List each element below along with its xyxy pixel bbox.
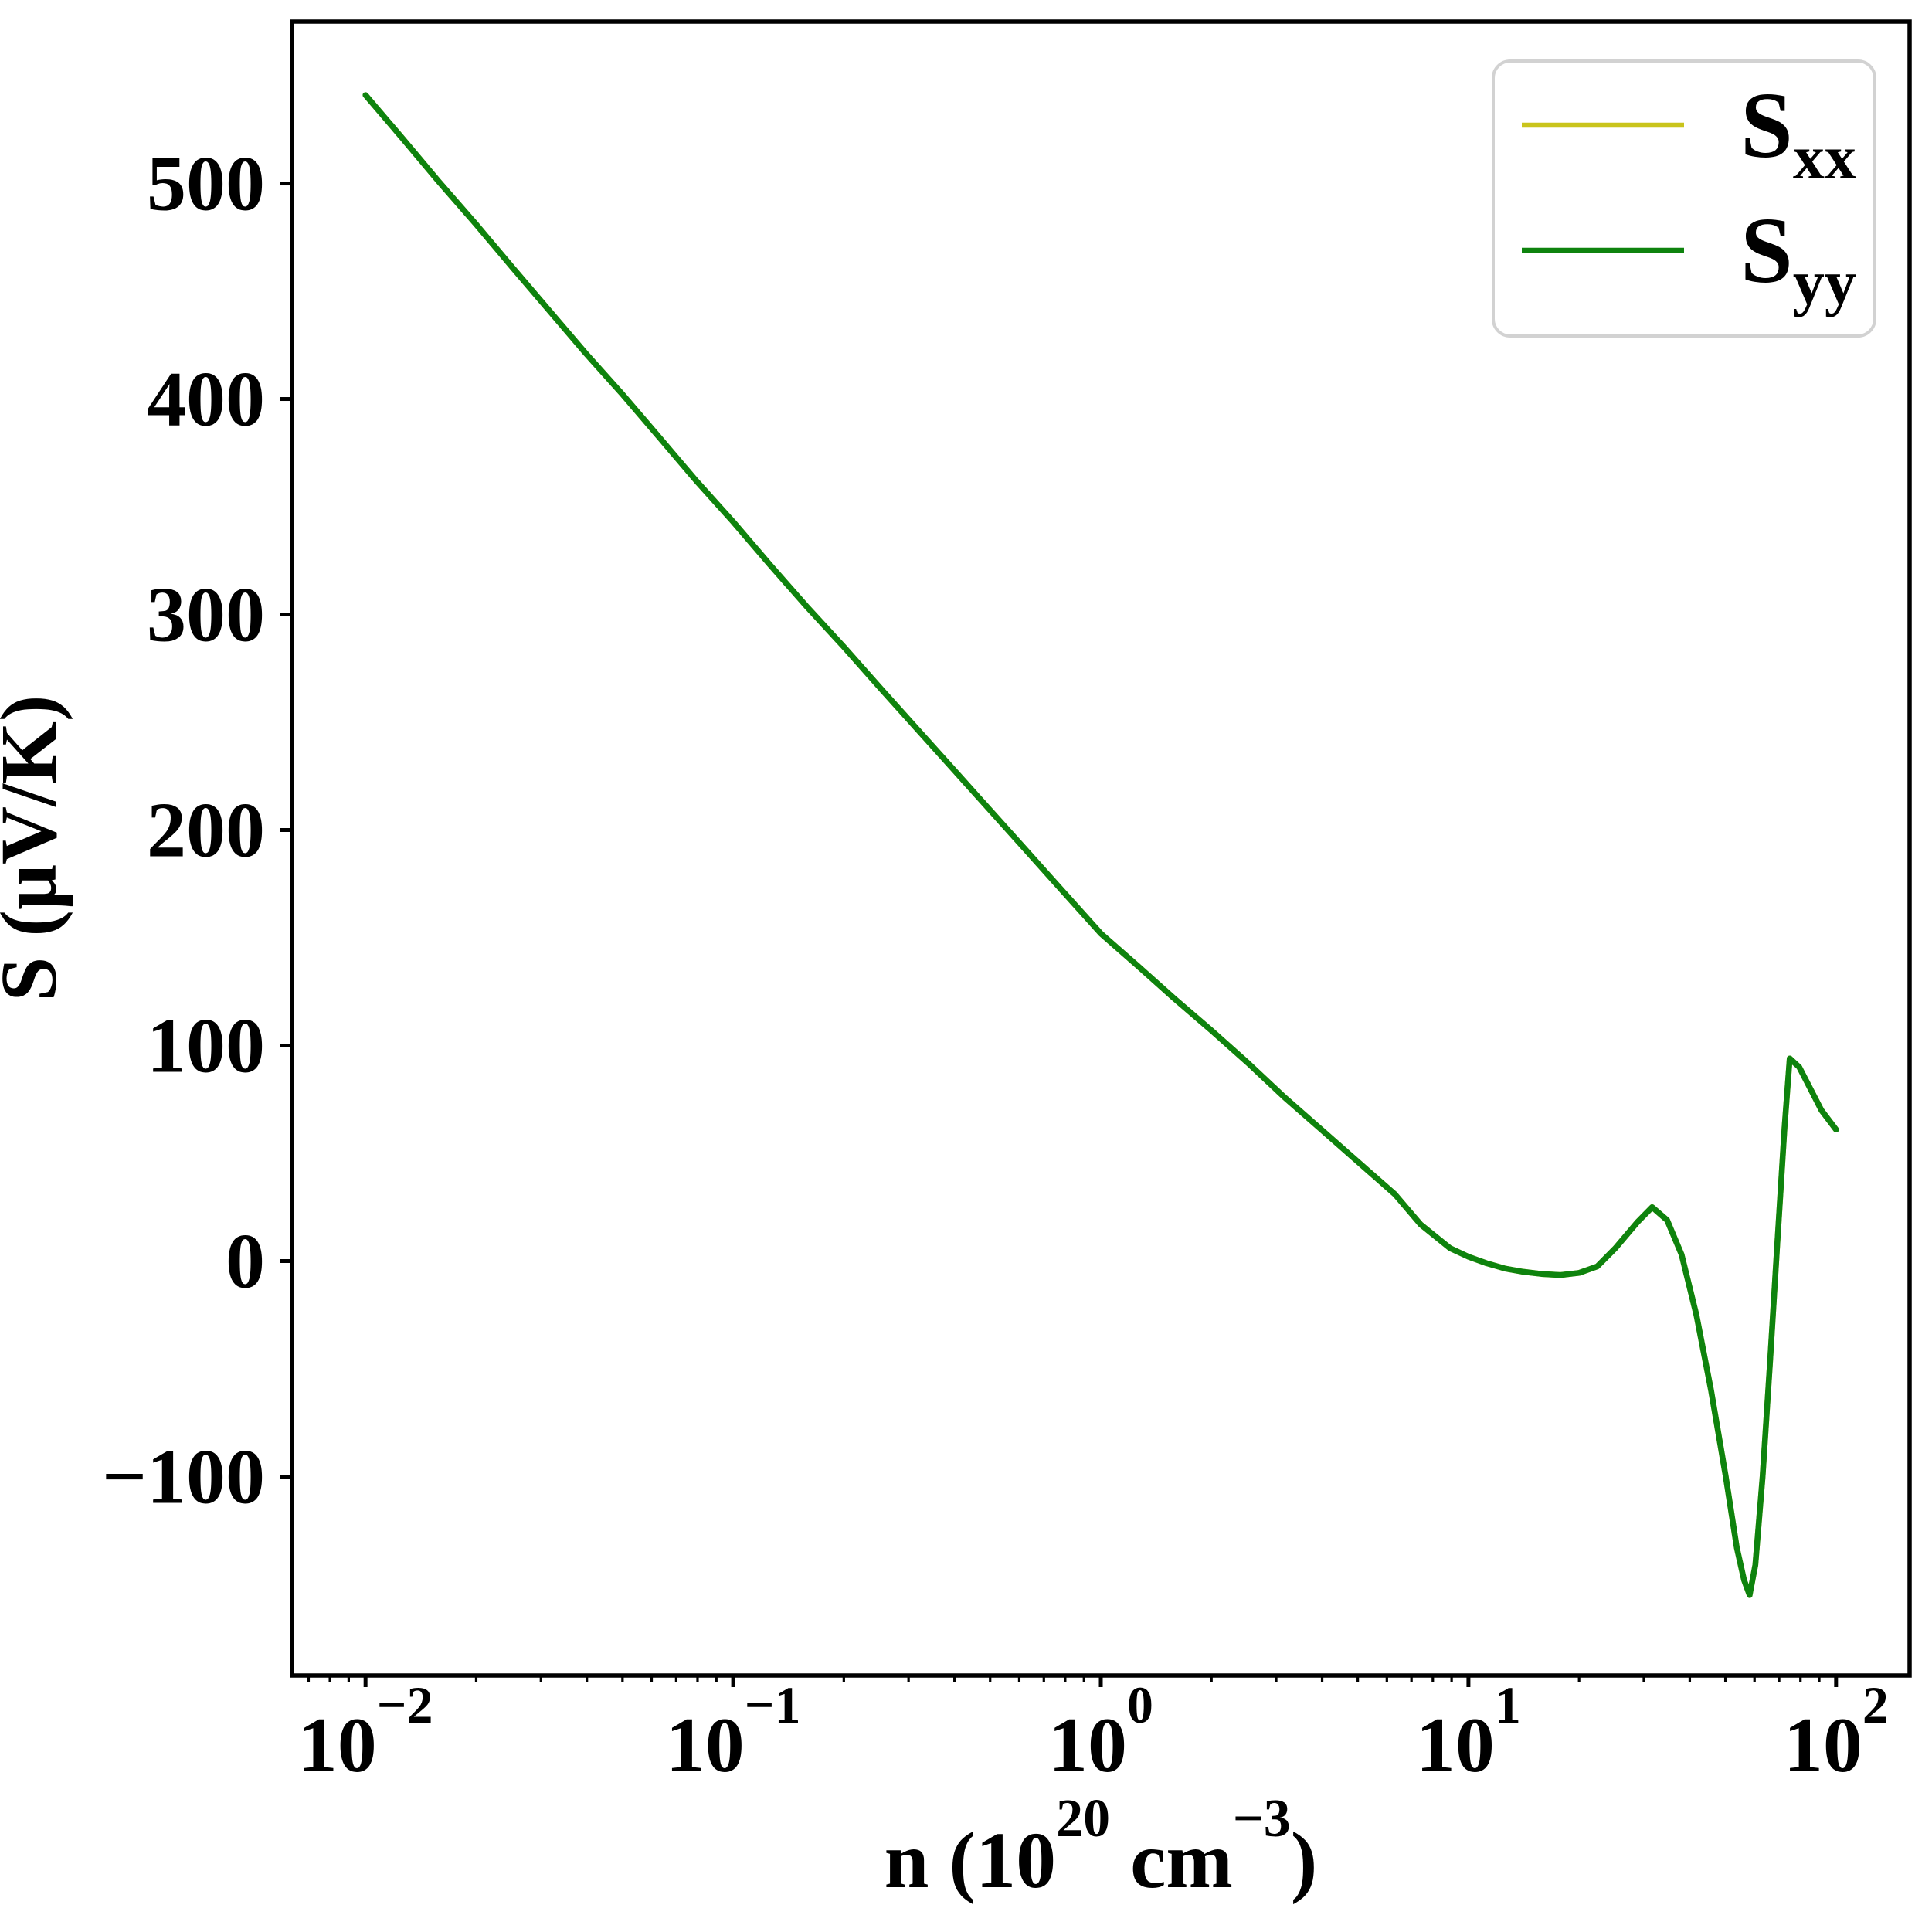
y-tick-label: −100 bbox=[102, 1433, 265, 1520]
legend-label-syy-sub: yy bbox=[1793, 247, 1856, 317]
y-tick-label: 500 bbox=[147, 141, 265, 228]
curve-S_yy bbox=[362, 92, 1839, 1598]
legend-label-sxx-main: S bbox=[1740, 73, 1793, 178]
x-axis-label-post: ) bbox=[1291, 1816, 1318, 1905]
legend-box bbox=[1492, 59, 1876, 338]
x-tick-label: 100 bbox=[1048, 1675, 1153, 1789]
x-tick-label-base: 10 bbox=[1416, 1702, 1495, 1789]
y-tick-label: 400 bbox=[147, 356, 265, 443]
x-axis-label: n (1020 cm−3) bbox=[885, 1789, 1318, 1905]
legend: Sxx Syy bbox=[1492, 59, 1876, 338]
curves-layer bbox=[362, 92, 1839, 1598]
legend-label-syy: Syy bbox=[1740, 199, 1856, 317]
y-tick-label: 100 bbox=[147, 1003, 265, 1090]
x-tick-label: 10−2 bbox=[298, 1675, 433, 1789]
x-tick-label-exp: 1 bbox=[1495, 1675, 1521, 1734]
x-axis-label-sup1: 20 bbox=[1056, 1789, 1110, 1849]
y-tick-label: 0 bbox=[226, 1217, 265, 1305]
legend-label-syy-main: S bbox=[1740, 199, 1793, 303]
x-tick-label-exp: −2 bbox=[377, 1675, 433, 1734]
x-tick-label-base: 10 bbox=[298, 1702, 377, 1789]
x-tick-label: 101 bbox=[1416, 1675, 1521, 1789]
y-tick-label: 200 bbox=[147, 787, 265, 874]
x-tick-label-exp: 0 bbox=[1127, 1675, 1153, 1734]
legend-label-sxx-sub: xx bbox=[1793, 122, 1856, 192]
x-axis-label-pre: n (10 bbox=[885, 1816, 1056, 1905]
x-tick-label-exp: 2 bbox=[1862, 1675, 1889, 1734]
ticks-layer bbox=[280, 182, 1839, 1687]
x-tick-label: 10−1 bbox=[666, 1675, 801, 1789]
x-axis-label-sup2: −3 bbox=[1233, 1789, 1291, 1849]
y-axis-label: S (μV/K) bbox=[0, 695, 73, 1002]
y-tick-label: 300 bbox=[147, 572, 265, 659]
x-tick-label-base: 10 bbox=[1784, 1702, 1862, 1789]
x-tick-label-exp: −1 bbox=[745, 1675, 801, 1734]
x-axis-label-mid: cm bbox=[1110, 1816, 1233, 1905]
x-tick-label: 102 bbox=[1784, 1675, 1889, 1789]
legend-label-sxx: Sxx bbox=[1740, 73, 1856, 192]
x-tick-label-base: 10 bbox=[1048, 1702, 1127, 1789]
x-tick-label-base: 10 bbox=[666, 1702, 745, 1789]
